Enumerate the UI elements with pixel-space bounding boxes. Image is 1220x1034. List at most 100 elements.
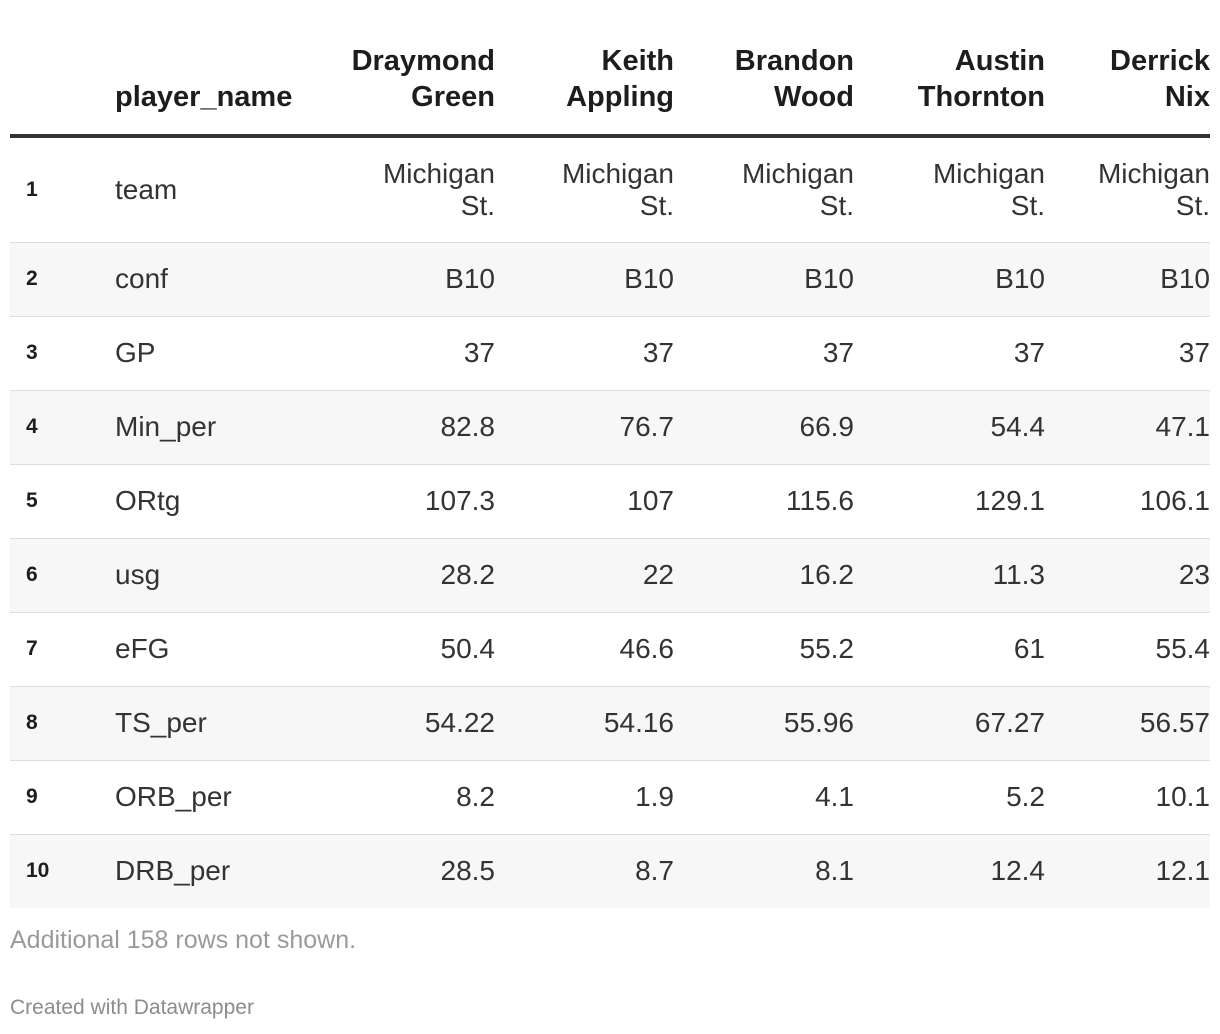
table-row: 10 DRB_per 28.5 8.7 8.1 12.4 12.1	[10, 833, 1210, 908]
header-player-4: Austin Thornton	[854, 0, 1045, 138]
stat-name: DRB_per	[105, 833, 305, 908]
cell-value: 10.1	[1045, 759, 1210, 834]
cell-value: Michigan St.	[305, 136, 495, 242]
header-player-2: Keith Appling	[495, 0, 675, 138]
cell-value: 37	[305, 315, 495, 390]
row-index: 6	[10, 537, 105, 612]
cell-value: 8.2	[305, 759, 495, 834]
data-table: player_name Draymond Green Keith Appling B…	[10, 0, 1210, 908]
header-player-2-first: Keith	[601, 45, 675, 77]
cell-line-1: Michigan	[741, 157, 854, 189]
cell-value: 37	[495, 315, 674, 390]
stat-name: ORB_per	[105, 759, 305, 834]
table-header-row: player_name Draymond Green Keith Appling B…	[10, 0, 1210, 138]
cell-value: 82.8	[305, 389, 495, 464]
table-row: 2 conf B10 B10 B10 B10 B10	[10, 241, 1210, 316]
cell-value: 67.27	[854, 685, 1045, 760]
header-index	[10, 0, 105, 138]
row-index: 2	[10, 241, 105, 316]
datawrapper-credit: Created with Datawrapper	[10, 996, 254, 1019]
cell-value: 115.6	[674, 463, 854, 538]
cell-line-2: St.	[819, 189, 854, 221]
table-row: 8 TS_per 54.22 54.16 55.96 67.27 56.57	[10, 685, 1210, 760]
row-index: 5	[10, 463, 105, 538]
row-index: 8	[10, 685, 105, 760]
data-table-container: player_name Draymond Green Keith Appling B…	[10, 0, 1210, 908]
row-index: 7	[10, 611, 105, 686]
cell-value: 55.96	[674, 685, 854, 760]
stat-name: eFG	[105, 611, 305, 686]
header-player-3-first: Brandon	[734, 45, 854, 77]
cell-value: Michigan St.	[854, 136, 1045, 242]
cell-value: 50.4	[305, 611, 495, 686]
stat-name: TS_per	[105, 685, 305, 760]
cell-value: B10	[854, 241, 1045, 316]
table-row: 4 Min_per 82.8 76.7 66.9 54.4 47.1	[10, 389, 1210, 464]
cell-line-1: Michigan	[1097, 157, 1210, 189]
stat-name: conf	[105, 241, 305, 316]
cell-value: B10	[305, 241, 495, 316]
cell-value: 66.9	[674, 389, 854, 464]
header-player-2-last: Appling	[566, 81, 674, 113]
cell-line-2: St.	[1010, 189, 1045, 221]
table-row: 1 team Michigan St. Michigan St. Michigan S…	[10, 136, 1210, 242]
cell-value: 28.2	[305, 537, 495, 612]
stat-name: ORtg	[105, 463, 305, 538]
cell-value: 16.2	[674, 537, 854, 612]
cell-value: 1.9	[495, 759, 674, 834]
cell-value: 107	[495, 463, 674, 538]
header-player-1-last: Green	[411, 81, 495, 113]
cell-value: 28.5	[305, 833, 495, 908]
header-player-name: player_name	[105, 0, 305, 138]
cell-value: 22	[495, 537, 674, 612]
cell-line-1: Michigan	[932, 157, 1045, 189]
row-index: 3	[10, 315, 105, 390]
cell-value: B10	[1045, 241, 1210, 316]
cell-value: B10	[495, 241, 674, 316]
cell-value: B10	[674, 241, 854, 316]
cell-line-2: St.	[460, 189, 495, 221]
header-player-4-first: Austin	[954, 45, 1045, 77]
cell-value: 107.3	[305, 463, 495, 538]
cell-value: 23	[1045, 537, 1210, 612]
header-player-5-first: Derrick	[1110, 45, 1210, 77]
table-row: 5 ORtg 107.3 107 115.6 129.1 106.1	[10, 463, 1210, 538]
cell-value: 5.2	[854, 759, 1045, 834]
cell-value: 55.4	[1045, 611, 1210, 686]
cell-value: 54.4	[854, 389, 1045, 464]
header-player-1-first: Draymond	[351, 45, 495, 77]
table-row: 3 GP 37 37 37 37 37	[10, 315, 1210, 390]
stat-name: GP	[105, 315, 305, 390]
cell-value: 56.57	[1045, 685, 1210, 760]
cell-line-1: Michigan	[561, 157, 674, 189]
cell-value: 129.1	[854, 463, 1045, 538]
table-row: 6 usg 28.2 22 16.2 11.3 23	[10, 537, 1210, 612]
table-row: 7 eFG 50.4 46.6 55.2 61 55.4	[10, 611, 1210, 686]
table-row: 9 ORB_per 8.2 1.9 4.1 5.2 10.1	[10, 759, 1210, 834]
cell-value: 11.3	[854, 537, 1045, 612]
header-player-3: Brandon Wood	[674, 0, 854, 138]
row-index: 10	[10, 833, 105, 908]
cell-value: 106.1	[1045, 463, 1210, 538]
cell-value: 8.7	[495, 833, 674, 908]
cell-value: 12.4	[854, 833, 1045, 908]
header-player-4-last: Thornton	[917, 81, 1045, 113]
stat-name: Min_per	[105, 389, 305, 464]
row-index: 1	[26, 177, 38, 201]
cell-value: 37	[854, 315, 1045, 390]
cell-value: 12.1	[1045, 833, 1210, 908]
cell-value: Michigan St.	[674, 136, 854, 242]
cell-value: 37	[1045, 315, 1210, 390]
cell-value: 4.1	[674, 759, 854, 834]
stat-name: usg	[105, 537, 305, 612]
cell-value: 8.1	[674, 833, 854, 908]
header-player-5: Derrick Nix	[1045, 0, 1210, 138]
cell-line-1: Michigan	[382, 157, 495, 189]
header-player-3-last: Wood	[774, 81, 854, 113]
header-player-5-last: Nix	[1164, 81, 1210, 113]
cell-value: 55.2	[674, 611, 854, 686]
header-player-1: Draymond Green	[305, 0, 495, 138]
cell-value: Michigan St.	[495, 136, 674, 242]
cell-line-2: St.	[1175, 189, 1210, 221]
cell-value: 37	[674, 315, 854, 390]
